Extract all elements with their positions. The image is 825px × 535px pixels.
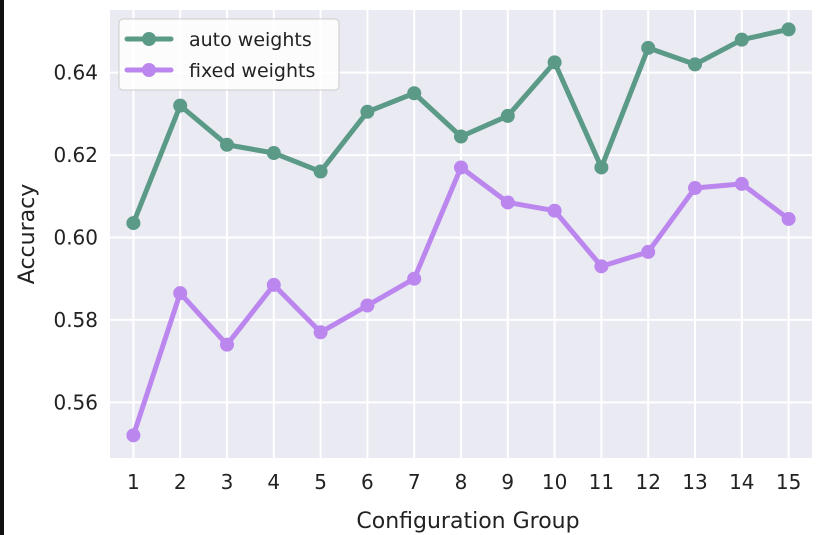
data-point	[407, 271, 422, 286]
data-point	[266, 277, 281, 292]
legend-box	[118, 18, 340, 91]
y-tick-label: 0.64	[53, 61, 98, 85]
data-point	[734, 32, 749, 47]
data-point	[594, 160, 609, 175]
data-point	[126, 216, 141, 231]
y-axis-label: Accuracy	[15, 184, 40, 284]
x-tick-label: 2	[174, 470, 187, 494]
data-point	[781, 22, 796, 37]
legend-marker	[142, 63, 156, 77]
data-point	[454, 129, 468, 144]
legend-marker	[142, 32, 156, 46]
x-tick-label: 5	[314, 470, 327, 494]
x-tick-label: 8	[455, 470, 468, 494]
x-tick-label: 10	[542, 470, 567, 494]
data-point	[360, 104, 375, 119]
data-point	[360, 298, 375, 313]
legend: auto weights fixed weights	[118, 18, 340, 91]
x-tick-label: 6	[361, 470, 374, 494]
data-point	[266, 146, 281, 161]
window-edge	[0, 0, 4, 535]
data-point	[594, 259, 609, 274]
data-point	[781, 211, 796, 226]
data-point	[126, 428, 141, 443]
x-tick-label: 15	[776, 470, 801, 494]
data-point	[500, 195, 515, 210]
x-tick-label: 4	[267, 470, 280, 494]
data-point	[313, 325, 328, 340]
x-tick-label: 14	[729, 470, 754, 494]
y-axis-ticks: 0.56 0.58 0.60 0.62 0.64	[53, 61, 98, 415]
data-point	[547, 55, 562, 70]
legend-label: fixed weights	[189, 60, 315, 82]
data-point	[407, 86, 422, 101]
series-2	[126, 160, 796, 443]
data-point	[220, 337, 234, 352]
data-point	[688, 57, 702, 72]
data-point	[734, 176, 749, 191]
x-tick-label: 7	[408, 470, 421, 494]
data-point	[641, 40, 656, 55]
legend-entry: auto weights	[124, 29, 312, 51]
data-point	[454, 160, 468, 175]
series-group	[126, 22, 796, 443]
y-tick-label: 0.60	[53, 226, 98, 250]
legend-label: auto weights	[189, 29, 312, 51]
legend-entry: fixed weights	[124, 60, 315, 82]
data-point	[173, 286, 188, 301]
x-tick-label: 13	[682, 470, 707, 494]
y-tick-label: 0.62	[53, 143, 98, 167]
x-axis-label: Configuration Group	[356, 509, 579, 534]
x-tick-label: 9	[501, 470, 514, 494]
x-tick-label: 11	[589, 470, 614, 494]
y-tick-label: 0.58	[53, 308, 98, 332]
data-point	[641, 244, 656, 259]
data-point	[500, 108, 515, 123]
x-tick-label: 3	[221, 470, 234, 494]
data-point	[173, 98, 188, 113]
data-point	[547, 203, 562, 218]
x-tick-label: 12	[635, 470, 660, 494]
x-tick-label: 1	[127, 470, 140, 494]
data-point	[313, 164, 328, 179]
series-1	[126, 22, 796, 231]
y-tick-label: 0.56	[53, 390, 98, 414]
data-point	[688, 181, 702, 196]
data-point	[220, 137, 234, 152]
x-axis-ticks: 1 2 3 4 5 6 7 8 9 10 11 12 13 14 15	[127, 470, 801, 494]
